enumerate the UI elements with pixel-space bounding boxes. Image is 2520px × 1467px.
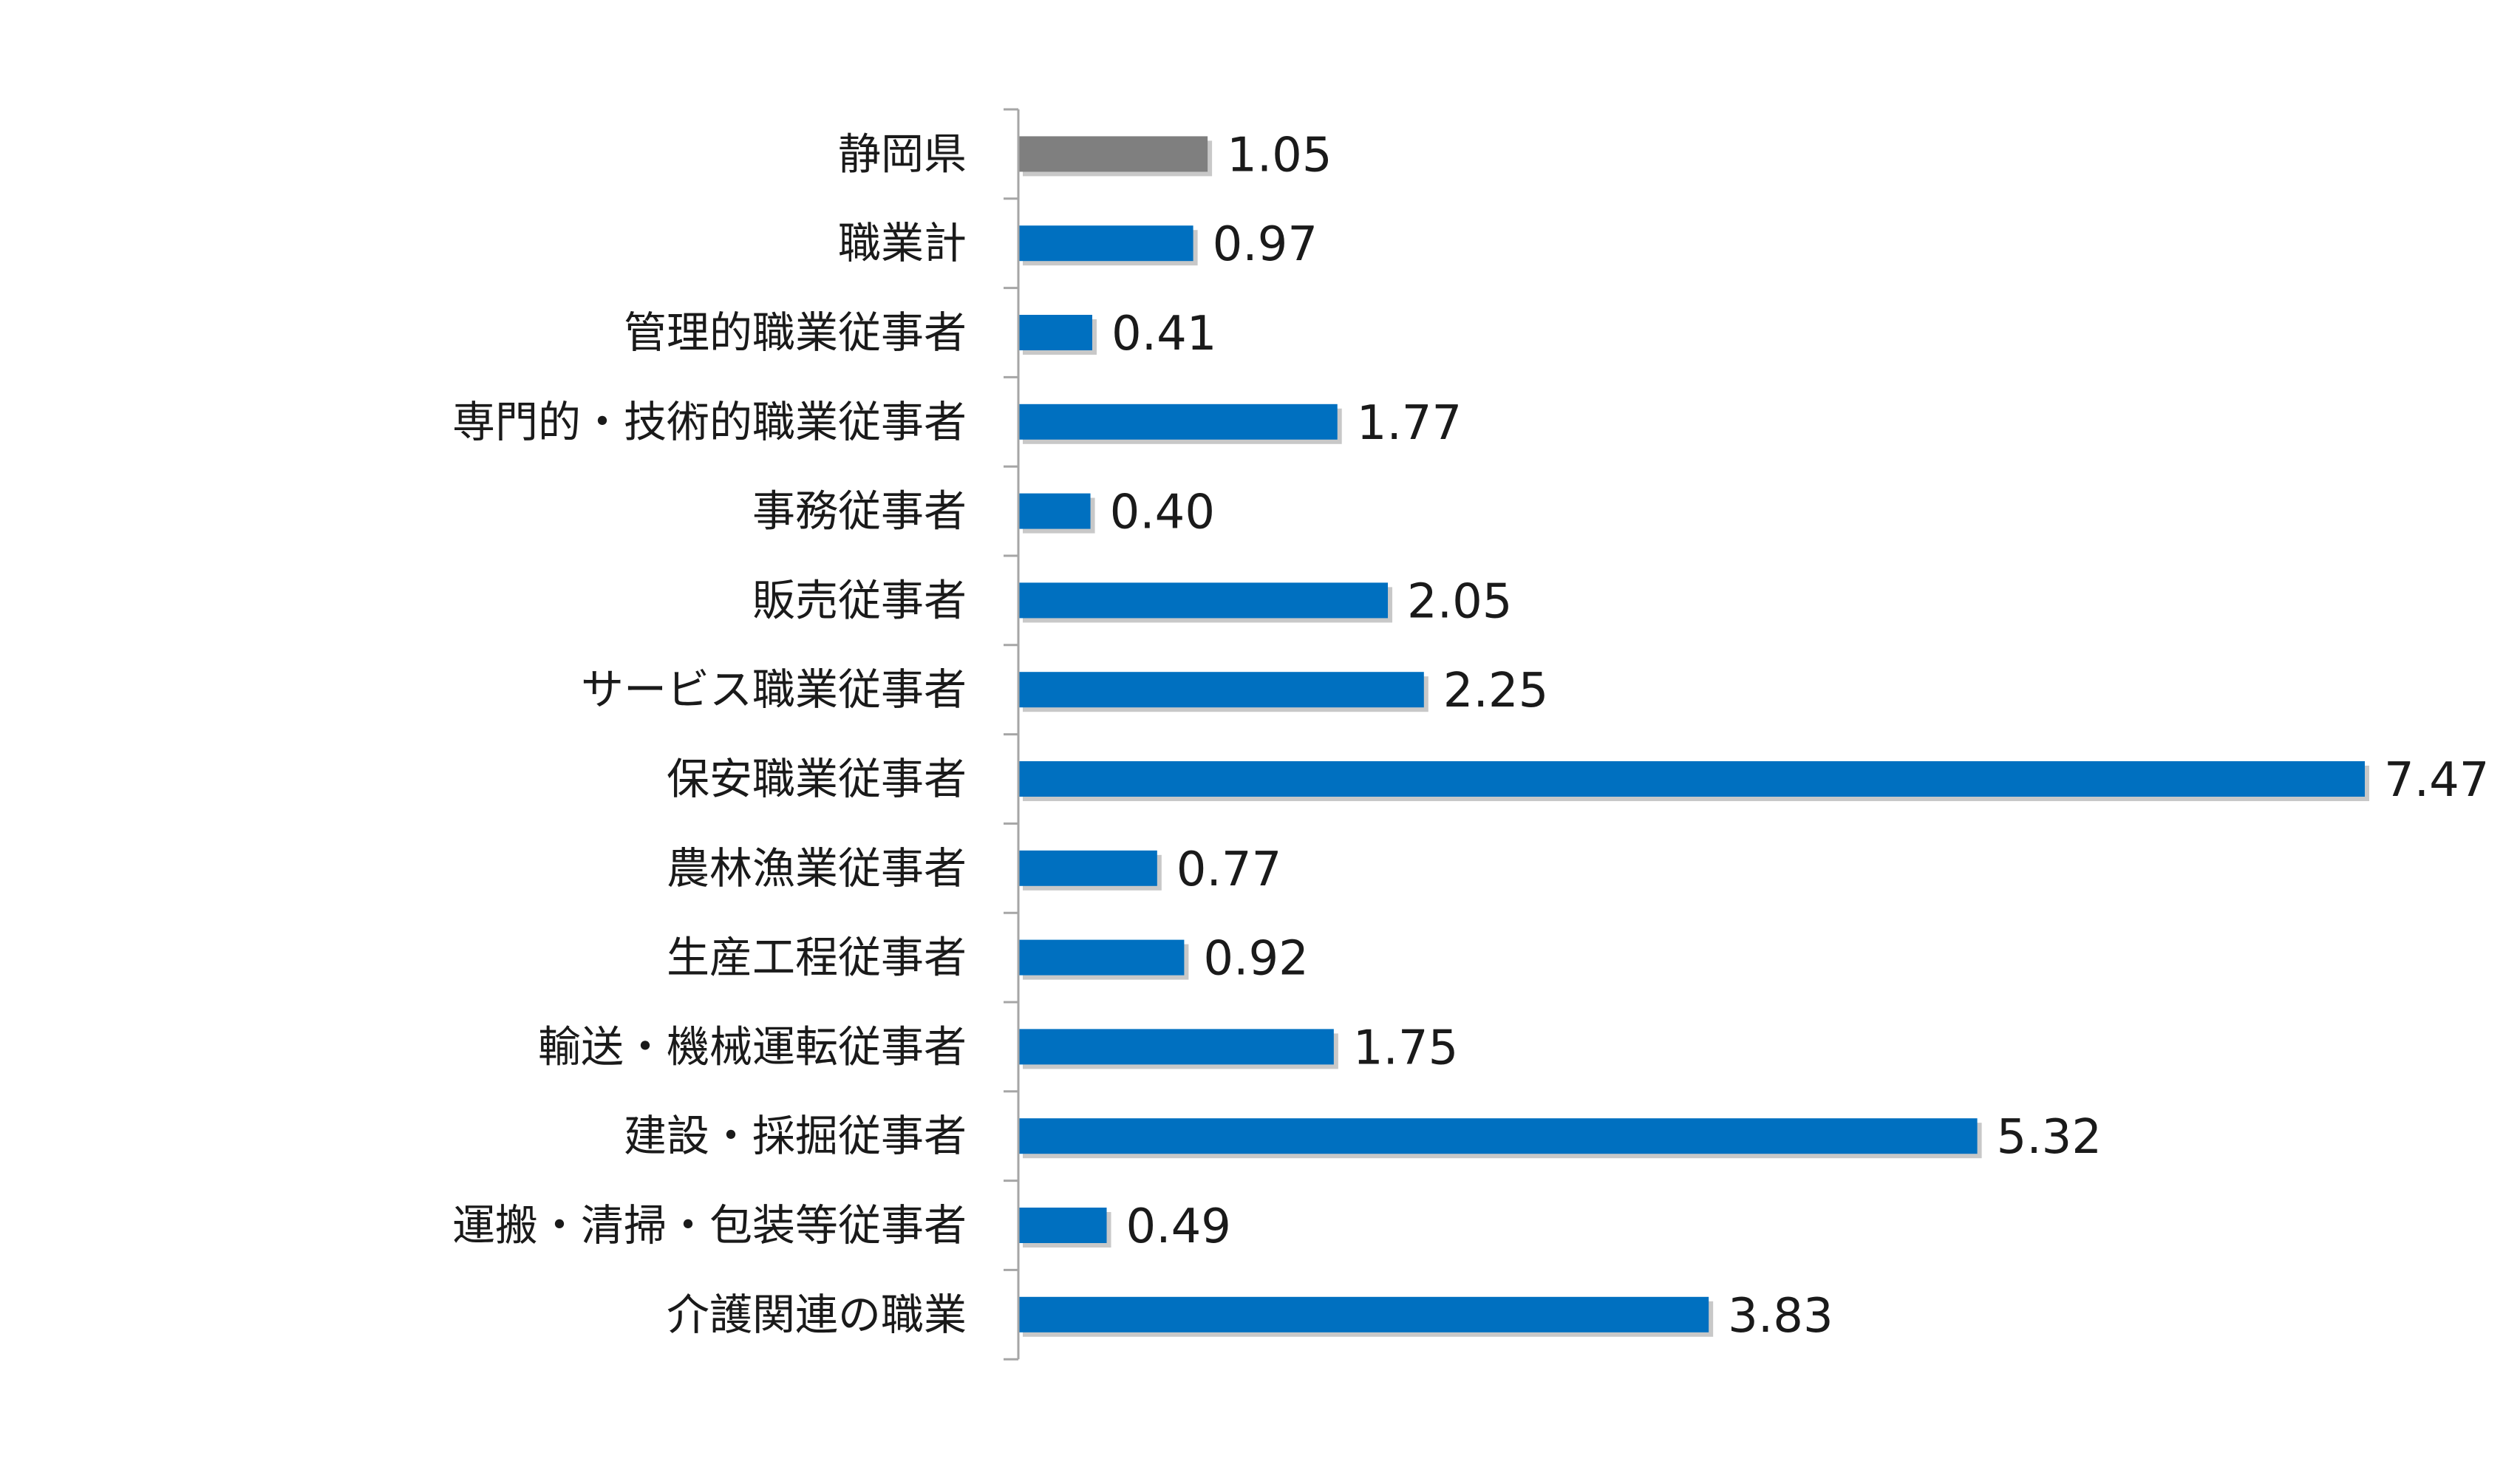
category-label: 生産工程従事者 [667,933,967,983]
y-axis [1004,108,1020,1361]
category-label: 職業計 [838,218,967,268]
bar-shadows [1023,140,2369,1337]
category-label: 管理的職業従事者 [624,307,967,358]
bar-2 [1018,225,1193,262]
bar-4 [1018,404,1338,440]
bars [1018,136,2365,1332]
value-label: 0.40 [1110,486,1216,540]
value-label: 0.49 [1126,1199,1232,1254]
category-label: 販売従事者 [752,575,967,625]
value-label: 0.77 [1176,843,1282,897]
bar-3 [1018,315,1093,350]
category-label: 介護関連の職業 [667,1290,967,1340]
value-label: 0.92 [1203,932,1309,987]
category-label: 専門的・技術的職業従事者 [452,397,967,447]
bar-11 [1018,1029,1334,1065]
category-label: サービス職業従事者 [581,664,967,715]
value-label: 2.05 [1407,574,1513,629]
category-label: 保安職業従事者 [667,754,967,804]
value-label: 7.47 [2384,753,2490,808]
bar-1 [1018,136,1208,172]
value-label: 2.25 [1443,664,1549,718]
bar-13 [1018,1208,1107,1243]
bar-14 [1018,1296,1709,1332]
bar-6 [1018,582,1389,619]
bar-12 [1018,1118,1978,1154]
value-label: 0.41 [1111,307,1217,361]
value-labels: 1.05 0.97 0.41 1.77 0.40 2.05 2.25 7.47 0.77 0.92… [1110,128,2490,1343]
bar-10 [1018,939,1185,976]
value-label: 5.32 [1997,1110,2102,1165]
bar-7 [1018,672,1424,708]
value-label: 1.05 [1227,128,1332,183]
value-label: 0.97 [1213,217,1318,272]
category-label: 事務従事者 [752,486,967,537]
category-label: 静岡県 [838,129,967,179]
bar-8 [1018,761,2365,797]
value-label: 1.75 [1353,1021,1459,1075]
category-label: 建設・採掘従事者 [624,1111,967,1161]
category-labels: 静岡県職業計管理的職業従事者専門的・技術的職業従事者事務従事者販売従事者サービス… [452,129,967,1339]
value-label: 3.83 [1728,1289,1833,1344]
category-label: 運搬・清掃・包装等従事者 [452,1200,967,1250]
bar-5 [1018,493,1091,529]
category-label: 輸送・機械運転従事者 [538,1021,967,1072]
category-label: 農林漁業従事者 [667,843,967,894]
bar-9 [1018,850,1157,886]
value-label: 1.77 [1357,396,1462,451]
